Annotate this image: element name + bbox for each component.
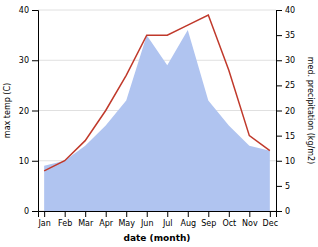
x-tick: Sep xyxy=(201,211,216,228)
x-tick-mark xyxy=(270,211,271,217)
axis-domain xyxy=(32,11,39,212)
y2-tick-label: 10 xyxy=(285,157,295,166)
y2-tick: 25 xyxy=(276,81,295,90)
x-tick: Dec xyxy=(263,211,278,228)
x-axis: Jan Feb Mar Apr May Jun Jul Aug Sep Oct Nov Dec xyxy=(37,211,278,228)
x-tick: Feb xyxy=(58,211,72,228)
y-tick: 30 xyxy=(19,56,38,65)
y-tick-mark xyxy=(32,60,38,61)
x-tick-mark xyxy=(229,211,230,217)
y2-tick: 20 xyxy=(276,107,295,116)
x-tick: Nov xyxy=(242,211,258,228)
x-tick-mark xyxy=(44,211,45,217)
y2-tick-label: 0 xyxy=(285,207,290,216)
x-tick-mark xyxy=(167,211,168,217)
x-tick-mark xyxy=(126,211,127,217)
y2-tick-mark xyxy=(276,60,282,61)
y-tick: 10 xyxy=(19,157,38,166)
y-tick-mark xyxy=(32,111,38,112)
x-tick-label: May xyxy=(118,219,135,228)
x-tick-label: Mar xyxy=(78,219,94,228)
x-tick-label: Oct xyxy=(222,219,236,228)
x-tick-mark xyxy=(147,211,148,217)
x-tick: Aug xyxy=(180,211,196,228)
y2-tick-label: 40 xyxy=(285,6,295,15)
y2-axis-title: med. precipitation (kg/m2) xyxy=(306,57,315,164)
x-tick-label: Jan xyxy=(37,219,50,228)
y-tick-label: 30 xyxy=(19,56,29,65)
y2-tick: 0 xyxy=(276,207,290,216)
y2-tick: 30 xyxy=(276,56,295,65)
y-tick-label: 10 xyxy=(19,157,29,166)
x-tick-label: Apr xyxy=(99,219,114,228)
y2-tick: 40 xyxy=(276,6,295,15)
series-group xyxy=(44,15,270,211)
y-axis-title: max temp (C) xyxy=(3,83,12,138)
plot-area: Jan Feb Mar Apr May Jun Jul Aug Sep Oct Nov Dec 0 10 2… xyxy=(19,6,295,228)
x-tick-mark xyxy=(188,211,189,217)
y2-tick-mark xyxy=(276,136,282,137)
y2-tick: 15 xyxy=(276,132,295,141)
y2-tick-label: 30 xyxy=(285,56,295,65)
y2-tick-label: 25 xyxy=(285,81,295,90)
x-tick-mark xyxy=(65,211,66,217)
x-tick: Oct xyxy=(222,211,236,228)
x-tick: Jan xyxy=(37,211,50,228)
grid-line xyxy=(38,10,276,11)
x-tick-mark xyxy=(208,211,209,217)
y-tick-label: 40 xyxy=(19,6,29,15)
y-tick-label: 0 xyxy=(24,207,29,216)
y2-tick-label: 5 xyxy=(285,182,290,191)
y2-tick: 5 xyxy=(276,182,290,191)
chart: Jan Feb Mar Apr May Jun Jul Aug Sep Oct Nov Dec 0 10 2… xyxy=(0,0,318,247)
y2-tick: 35 xyxy=(276,31,295,40)
x-tick: Jul xyxy=(162,211,173,228)
y2-tick-mark xyxy=(276,10,282,11)
x-tick-label: Dec xyxy=(263,219,278,228)
x-tick-mark xyxy=(85,211,86,217)
x-tick-label: Sep xyxy=(201,219,216,228)
y2-tick-label: 35 xyxy=(285,31,295,40)
grid xyxy=(38,10,276,211)
y-axis: 0 10 20 30 40 xyxy=(19,6,39,216)
y-tick-mark xyxy=(32,161,38,162)
precipitation-area xyxy=(44,30,270,211)
y-tick: 40 xyxy=(19,6,38,15)
y2-axis: 0 5 10 15 20 25 30 35 40 xyxy=(276,6,295,216)
y2-tick-mark xyxy=(276,35,282,36)
axis-domain xyxy=(39,212,277,218)
y2-tick-label: 20 xyxy=(285,107,295,116)
x-tick-label: Jun xyxy=(140,219,154,228)
y-tick: 0 xyxy=(24,207,38,216)
y2-tick: 10 xyxy=(276,157,295,166)
x-tick-label: Feb xyxy=(58,219,72,228)
x-tick-mark xyxy=(249,211,250,217)
y2-tick-mark xyxy=(276,85,282,86)
x-axis-title: date (month) xyxy=(124,233,191,243)
x-tick: Apr xyxy=(99,211,114,228)
x-tick: Mar xyxy=(78,211,94,228)
x-tick-label: Jul xyxy=(162,219,173,228)
y2-tick-mark xyxy=(276,211,282,212)
y2-tick-mark xyxy=(276,111,282,112)
y-tick-label: 20 xyxy=(19,107,29,116)
x-tick-label: Aug xyxy=(180,219,196,228)
x-tick-mark xyxy=(106,211,107,217)
x-tick: May xyxy=(118,211,135,228)
y2-tick-label: 15 xyxy=(285,132,295,141)
y2-tick-mark xyxy=(276,161,282,162)
y-tick-mark xyxy=(32,211,38,212)
axis-domain xyxy=(277,11,283,212)
y2-tick-mark xyxy=(276,186,282,187)
temperature-line xyxy=(44,15,270,171)
y-tick: 20 xyxy=(19,107,38,116)
y-tick-mark xyxy=(32,10,38,11)
x-tick: Jun xyxy=(140,211,154,228)
x-tick-label: Nov xyxy=(242,219,258,228)
